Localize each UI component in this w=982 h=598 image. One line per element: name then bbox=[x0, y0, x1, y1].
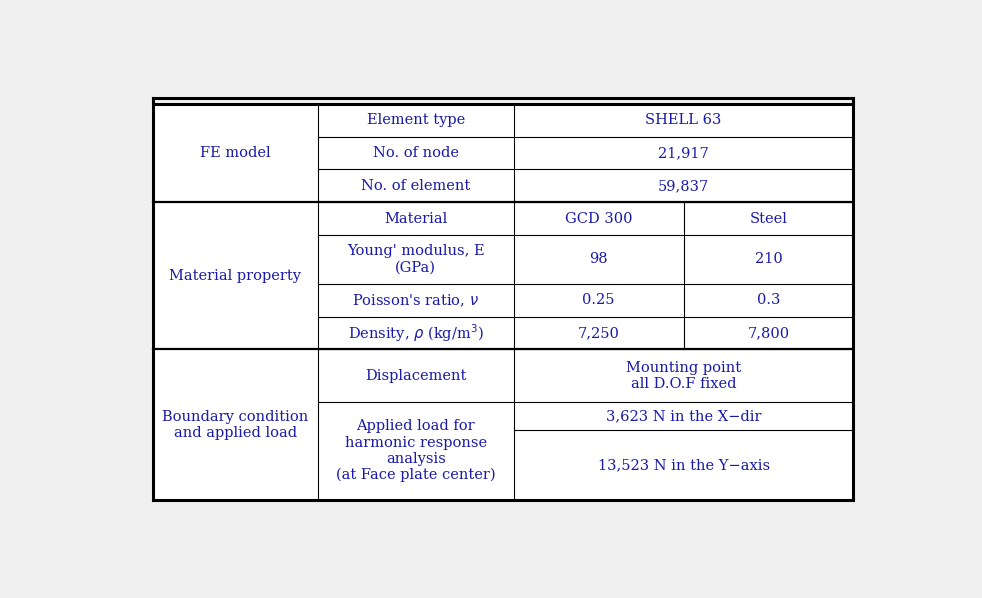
Text: Boundary condition
and applied load: Boundary condition and applied load bbox=[162, 410, 308, 440]
Text: FE model: FE model bbox=[200, 146, 271, 160]
Text: 210: 210 bbox=[754, 252, 783, 267]
Text: 98: 98 bbox=[589, 252, 608, 267]
Text: 3,623 N in the X−dir: 3,623 N in the X−dir bbox=[606, 409, 761, 423]
Text: 59,837: 59,837 bbox=[658, 179, 709, 193]
Text: Steel: Steel bbox=[749, 212, 788, 225]
Text: SHELL 63: SHELL 63 bbox=[645, 114, 722, 127]
Text: 0.3: 0.3 bbox=[757, 294, 780, 307]
Text: 21,917: 21,917 bbox=[658, 146, 709, 160]
Text: 7,800: 7,800 bbox=[747, 326, 790, 340]
Text: Material: Material bbox=[384, 212, 448, 225]
Text: Mounting point
all D.O.F fixed: Mounting point all D.O.F fixed bbox=[626, 361, 741, 390]
Text: Element type: Element type bbox=[366, 114, 464, 127]
Text: Displacement: Displacement bbox=[365, 368, 466, 383]
Text: Applied load for
harmonic response
analysis
(at Face plate center): Applied load for harmonic response analy… bbox=[336, 419, 496, 483]
Text: Young' modulus, E
(GPa): Young' modulus, E (GPa) bbox=[347, 245, 484, 274]
Text: GCD 300: GCD 300 bbox=[565, 212, 632, 225]
Text: 13,523 N in the Y−axis: 13,523 N in the Y−axis bbox=[597, 458, 770, 472]
Text: Material property: Material property bbox=[170, 269, 301, 283]
Text: Density, $\rho$ (kg/m$^3$): Density, $\rho$ (kg/m$^3$) bbox=[348, 322, 484, 344]
Text: 7,250: 7,250 bbox=[577, 326, 620, 340]
Text: No. of node: No. of node bbox=[373, 146, 459, 160]
Text: No. of element: No. of element bbox=[361, 179, 470, 193]
Text: Poisson's ratio, $\nu$: Poisson's ratio, $\nu$ bbox=[353, 292, 479, 309]
Text: 0.25: 0.25 bbox=[582, 294, 615, 307]
Bar bbox=[153, 104, 853, 500]
